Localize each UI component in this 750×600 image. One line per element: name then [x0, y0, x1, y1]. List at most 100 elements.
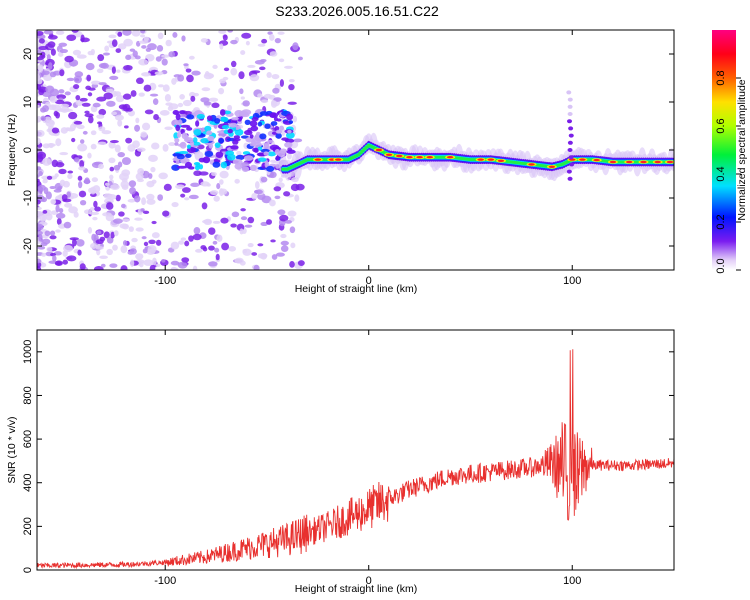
heat-blob — [134, 195, 141, 203]
heat-blob — [257, 43, 266, 47]
heat-blob — [129, 259, 135, 267]
heat-blob — [53, 188, 62, 193]
heat-blob — [269, 199, 276, 207]
heat-blob — [277, 209, 286, 215]
ridge-hotspot — [666, 160, 674, 164]
heat-blob — [219, 109, 226, 116]
heat-blob — [243, 129, 253, 136]
heat-blob — [196, 144, 205, 150]
heat-blob — [200, 137, 210, 144]
heat-blob — [104, 182, 110, 187]
heat-blob — [171, 201, 179, 208]
heat-blob — [101, 130, 112, 135]
heat-blob — [208, 143, 214, 149]
heat-blob — [75, 95, 81, 101]
heat-blob — [37, 174, 40, 178]
heat-blob — [274, 38, 281, 44]
y-tick-label: -20 — [22, 238, 34, 254]
ridge-hotspot — [375, 148, 383, 152]
heat-blob — [174, 137, 180, 143]
heat-blob — [115, 194, 121, 202]
heat-blob — [66, 34, 77, 41]
heat-blob — [164, 126, 173, 131]
heat-blob — [118, 211, 125, 217]
heat-blob — [257, 146, 263, 151]
heat-blob — [37, 151, 47, 160]
heat-blob — [230, 145, 239, 150]
heat-blob — [98, 108, 107, 116]
colorbar-tick-label: 0.4 — [715, 166, 727, 181]
heat-blob — [264, 123, 271, 129]
heat-blob — [274, 149, 280, 155]
heat-blob — [245, 40, 250, 46]
heat-blob — [121, 218, 131, 222]
heat-blob — [240, 216, 248, 221]
heat-blob — [230, 67, 238, 76]
heat-blob — [59, 179, 66, 187]
colorbar-tick-label: 0.0 — [715, 258, 727, 273]
heat-blob — [95, 239, 104, 245]
heat-blob — [73, 211, 79, 218]
heat-blob — [113, 164, 121, 171]
heat-blob — [247, 216, 255, 224]
heat-blob — [161, 258, 166, 263]
heat-blob — [142, 122, 151, 131]
ridge-hotspot — [406, 156, 413, 159]
heat-blob — [66, 77, 75, 82]
heat-blob — [64, 203, 73, 208]
heat-blob — [203, 218, 213, 226]
heat-blob — [135, 117, 140, 124]
heat-blob — [171, 164, 180, 171]
heat-blob — [278, 58, 285, 63]
y-tick-label: 600 — [22, 430, 34, 448]
heat-blob — [122, 93, 132, 100]
heat-blob — [161, 54, 170, 58]
heat-blob — [191, 70, 201, 76]
heat-blob — [239, 228, 244, 235]
heat-blob — [198, 164, 204, 170]
ridge-hotspot — [528, 163, 535, 166]
heat-blob — [59, 48, 68, 54]
x-tick-label: 0 — [366, 575, 372, 587]
heat-blob — [37, 178, 40, 183]
heat-blob — [77, 143, 88, 152]
heat-blob — [264, 142, 270, 147]
heat-blob — [67, 170, 74, 174]
heat-blob — [107, 194, 117, 200]
colorbar: 0.0 0.2 0.4 0.6 0.8 Normalized spectral ampl… — [712, 30, 748, 274]
heat-blob — [259, 66, 266, 71]
heat-blob — [234, 257, 244, 264]
heat-blob — [51, 159, 59, 168]
heat-blob — [105, 214, 115, 222]
heat-blob — [47, 41, 56, 48]
heat-blob — [47, 34, 58, 40]
heat-blob — [38, 233, 43, 242]
heat-blob — [54, 260, 63, 266]
heat-blob — [211, 172, 217, 176]
heat-blob — [51, 127, 60, 134]
heat-blob — [567, 140, 573, 145]
heat-blob — [280, 245, 289, 252]
heat-blob — [62, 259, 69, 265]
spectrogram-ylabel: Frequency (Hz) — [6, 114, 18, 186]
heat-blob — [287, 101, 297, 105]
snr-xlabel: Height of straight line (km) — [295, 583, 418, 595]
heat-blob — [260, 176, 268, 183]
heat-blob — [568, 126, 574, 131]
heat-blob — [90, 130, 97, 136]
heat-blob — [37, 210, 43, 218]
heat-blob — [148, 154, 158, 162]
heat-blob — [68, 111, 78, 120]
heat-blob — [186, 126, 193, 131]
heat-blob — [193, 129, 202, 136]
heat-blob — [49, 71, 57, 78]
heat-blob — [94, 206, 102, 212]
heat-blob — [130, 90, 137, 97]
heat-blob — [89, 211, 100, 216]
heat-blob — [251, 252, 258, 256]
heat-blob — [212, 220, 221, 224]
heat-blob — [103, 52, 110, 56]
snr-ylabel: SNR (10 * v/v) — [6, 416, 18, 483]
heat-blob — [109, 139, 119, 144]
